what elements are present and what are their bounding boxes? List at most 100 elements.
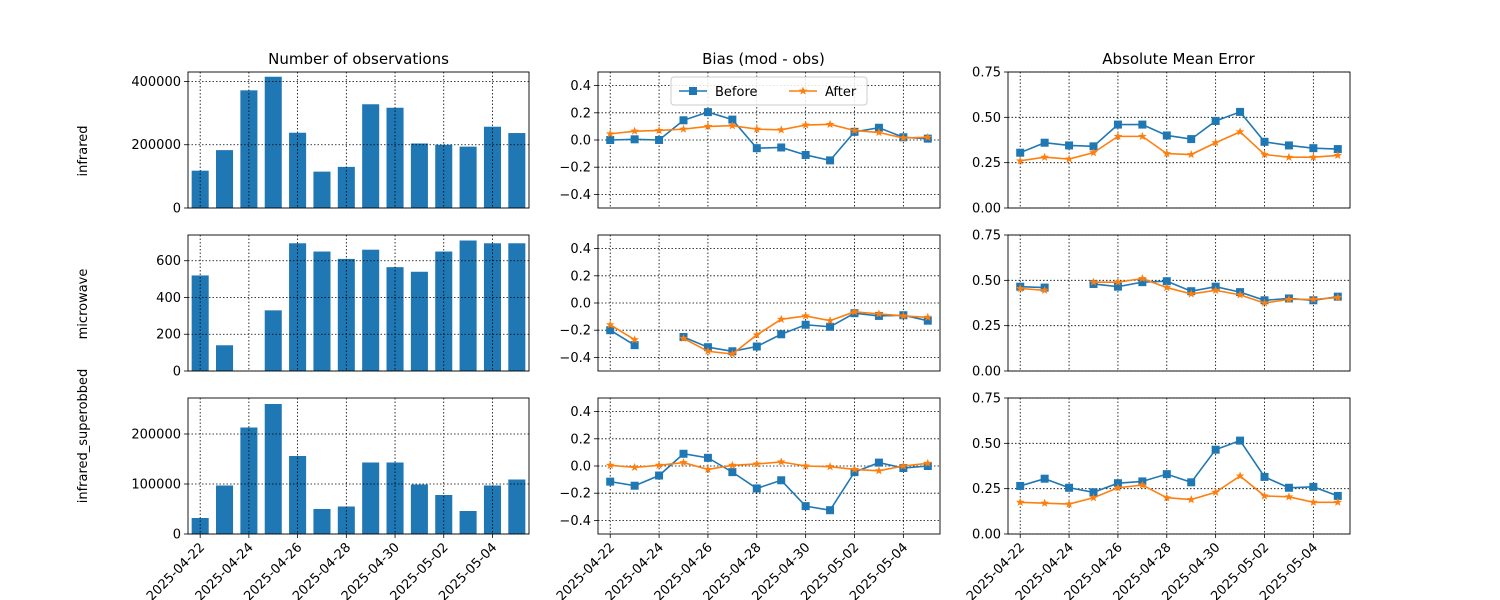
data-point-before	[801, 150, 810, 159]
data-point-after	[1211, 138, 1220, 147]
y-tick-label: 0.75	[972, 66, 1001, 81]
data-point-after	[1138, 131, 1147, 141]
data-point-after	[1064, 154, 1074, 163]
column-title-ame: Absolute Mean Error	[1102, 50, 1255, 68]
series-line-before	[1019, 439, 1339, 497]
data-point-before	[655, 136, 664, 144]
data-point-before	[606, 136, 615, 144]
data-point-after	[703, 464, 713, 474]
data-point-after	[703, 346, 713, 355]
data-point-before	[777, 143, 786, 152]
series-line-after	[1020, 130, 1338, 162]
data-point-before	[1260, 472, 1269, 481]
data-point-before	[826, 322, 835, 331]
series-line-after	[1020, 474, 1338, 505]
bar	[337, 166, 355, 208]
bar	[289, 456, 307, 534]
data-point-before	[1309, 482, 1318, 491]
data-point-after	[801, 311, 810, 320]
data-point-after	[899, 461, 908, 470]
bar	[459, 240, 477, 371]
data-point-after	[1333, 150, 1343, 160]
column-title-bias: Bias (mod - obs)	[702, 50, 825, 68]
data-point-after	[923, 132, 933, 141]
data-point-before	[1040, 474, 1049, 483]
data-point-after	[1015, 497, 1025, 506]
data-point-after	[654, 125, 664, 135]
panel-infrared_superobbed-1: −0.4−0.20.00.20.42025-04-222025-04-24202…	[554, 397, 941, 600]
bar	[313, 251, 331, 371]
data-point-before	[801, 320, 810, 329]
data-point-after	[654, 460, 664, 469]
data-point-after	[825, 119, 835, 128]
data-point-after	[605, 460, 615, 469]
data-point-after	[850, 125, 859, 135]
bar	[459, 511, 477, 534]
data-point-before	[1260, 137, 1269, 146]
data-point-after	[728, 121, 737, 130]
data-point-after	[776, 314, 786, 323]
data-point-before	[703, 453, 712, 462]
data-point-before	[850, 468, 859, 477]
y-tick-label: 0.2	[570, 432, 591, 447]
data-point-before	[1162, 131, 1171, 140]
data-point-before	[606, 477, 615, 486]
column-title-observations: Number of observations	[268, 50, 449, 68]
y-tick-label: 0.0	[570, 460, 591, 475]
bar	[264, 310, 282, 371]
data-point-before	[752, 342, 761, 351]
data-point-after	[923, 312, 933, 321]
data-point-before	[874, 458, 883, 467]
legend-marker-square	[689, 87, 697, 95]
data-point-after	[1211, 487, 1220, 496]
panel-microwave-0: 0 200 400 600	[156, 234, 530, 380]
bar	[240, 427, 258, 534]
data-point-after	[1113, 131, 1123, 141]
panel-infrared-2: 0.00 0.25 0.50 0.75	[972, 66, 1351, 217]
plot-area: 0 200000 400000 −0.4 −0.2 0.0 0.2 0.4 Before Afte…	[131, 66, 1351, 600]
data-point-before	[1065, 483, 1074, 492]
series-line-after	[610, 123, 928, 139]
data-point-after	[776, 125, 786, 134]
bar	[362, 462, 380, 534]
data-point-before	[826, 506, 835, 515]
data-point-after	[801, 120, 810, 129]
series-line-after	[609, 324, 636, 341]
data-point-before	[1089, 488, 1098, 497]
series-line-before	[609, 329, 636, 346]
data-point-after	[776, 457, 786, 466]
y-tick-label: 0.25	[972, 482, 1001, 497]
data-point-before	[1138, 120, 1147, 129]
data-point-after	[801, 461, 810, 470]
bar	[216, 150, 234, 208]
data-point-before	[777, 476, 786, 485]
data-point-before	[1065, 141, 1074, 150]
data-point-after	[1089, 493, 1098, 502]
data-point-after	[752, 459, 762, 468]
axes-frame	[187, 234, 530, 372]
y-tick-label: −0.4	[559, 188, 591, 203]
data-point-after	[630, 462, 639, 471]
data-point-after	[630, 126, 639, 135]
series-line-before	[1019, 110, 1338, 154]
data-point-after	[825, 462, 835, 471]
bar	[410, 271, 428, 371]
axes-frame	[187, 71, 530, 209]
bar	[435, 144, 453, 208]
data-point-before	[777, 330, 786, 339]
data-point-after	[1162, 493, 1172, 502]
y-tick-label: −0.2	[559, 161, 591, 176]
y-tick-label: 0	[173, 365, 181, 380]
y-tick-label: 0.2	[570, 106, 591, 121]
data-point-after	[1040, 152, 1049, 161]
data-point-after	[1211, 285, 1220, 294]
series-line-before	[610, 111, 928, 162]
axes-frame	[1007, 234, 1351, 372]
data-point-after	[1309, 294, 1318, 304]
legend-marker-star	[798, 86, 808, 95]
data-point-after	[1235, 290, 1245, 299]
data-point-before	[630, 135, 639, 144]
bar	[216, 345, 234, 371]
row-label-microwave: microwave	[76, 269, 91, 340]
